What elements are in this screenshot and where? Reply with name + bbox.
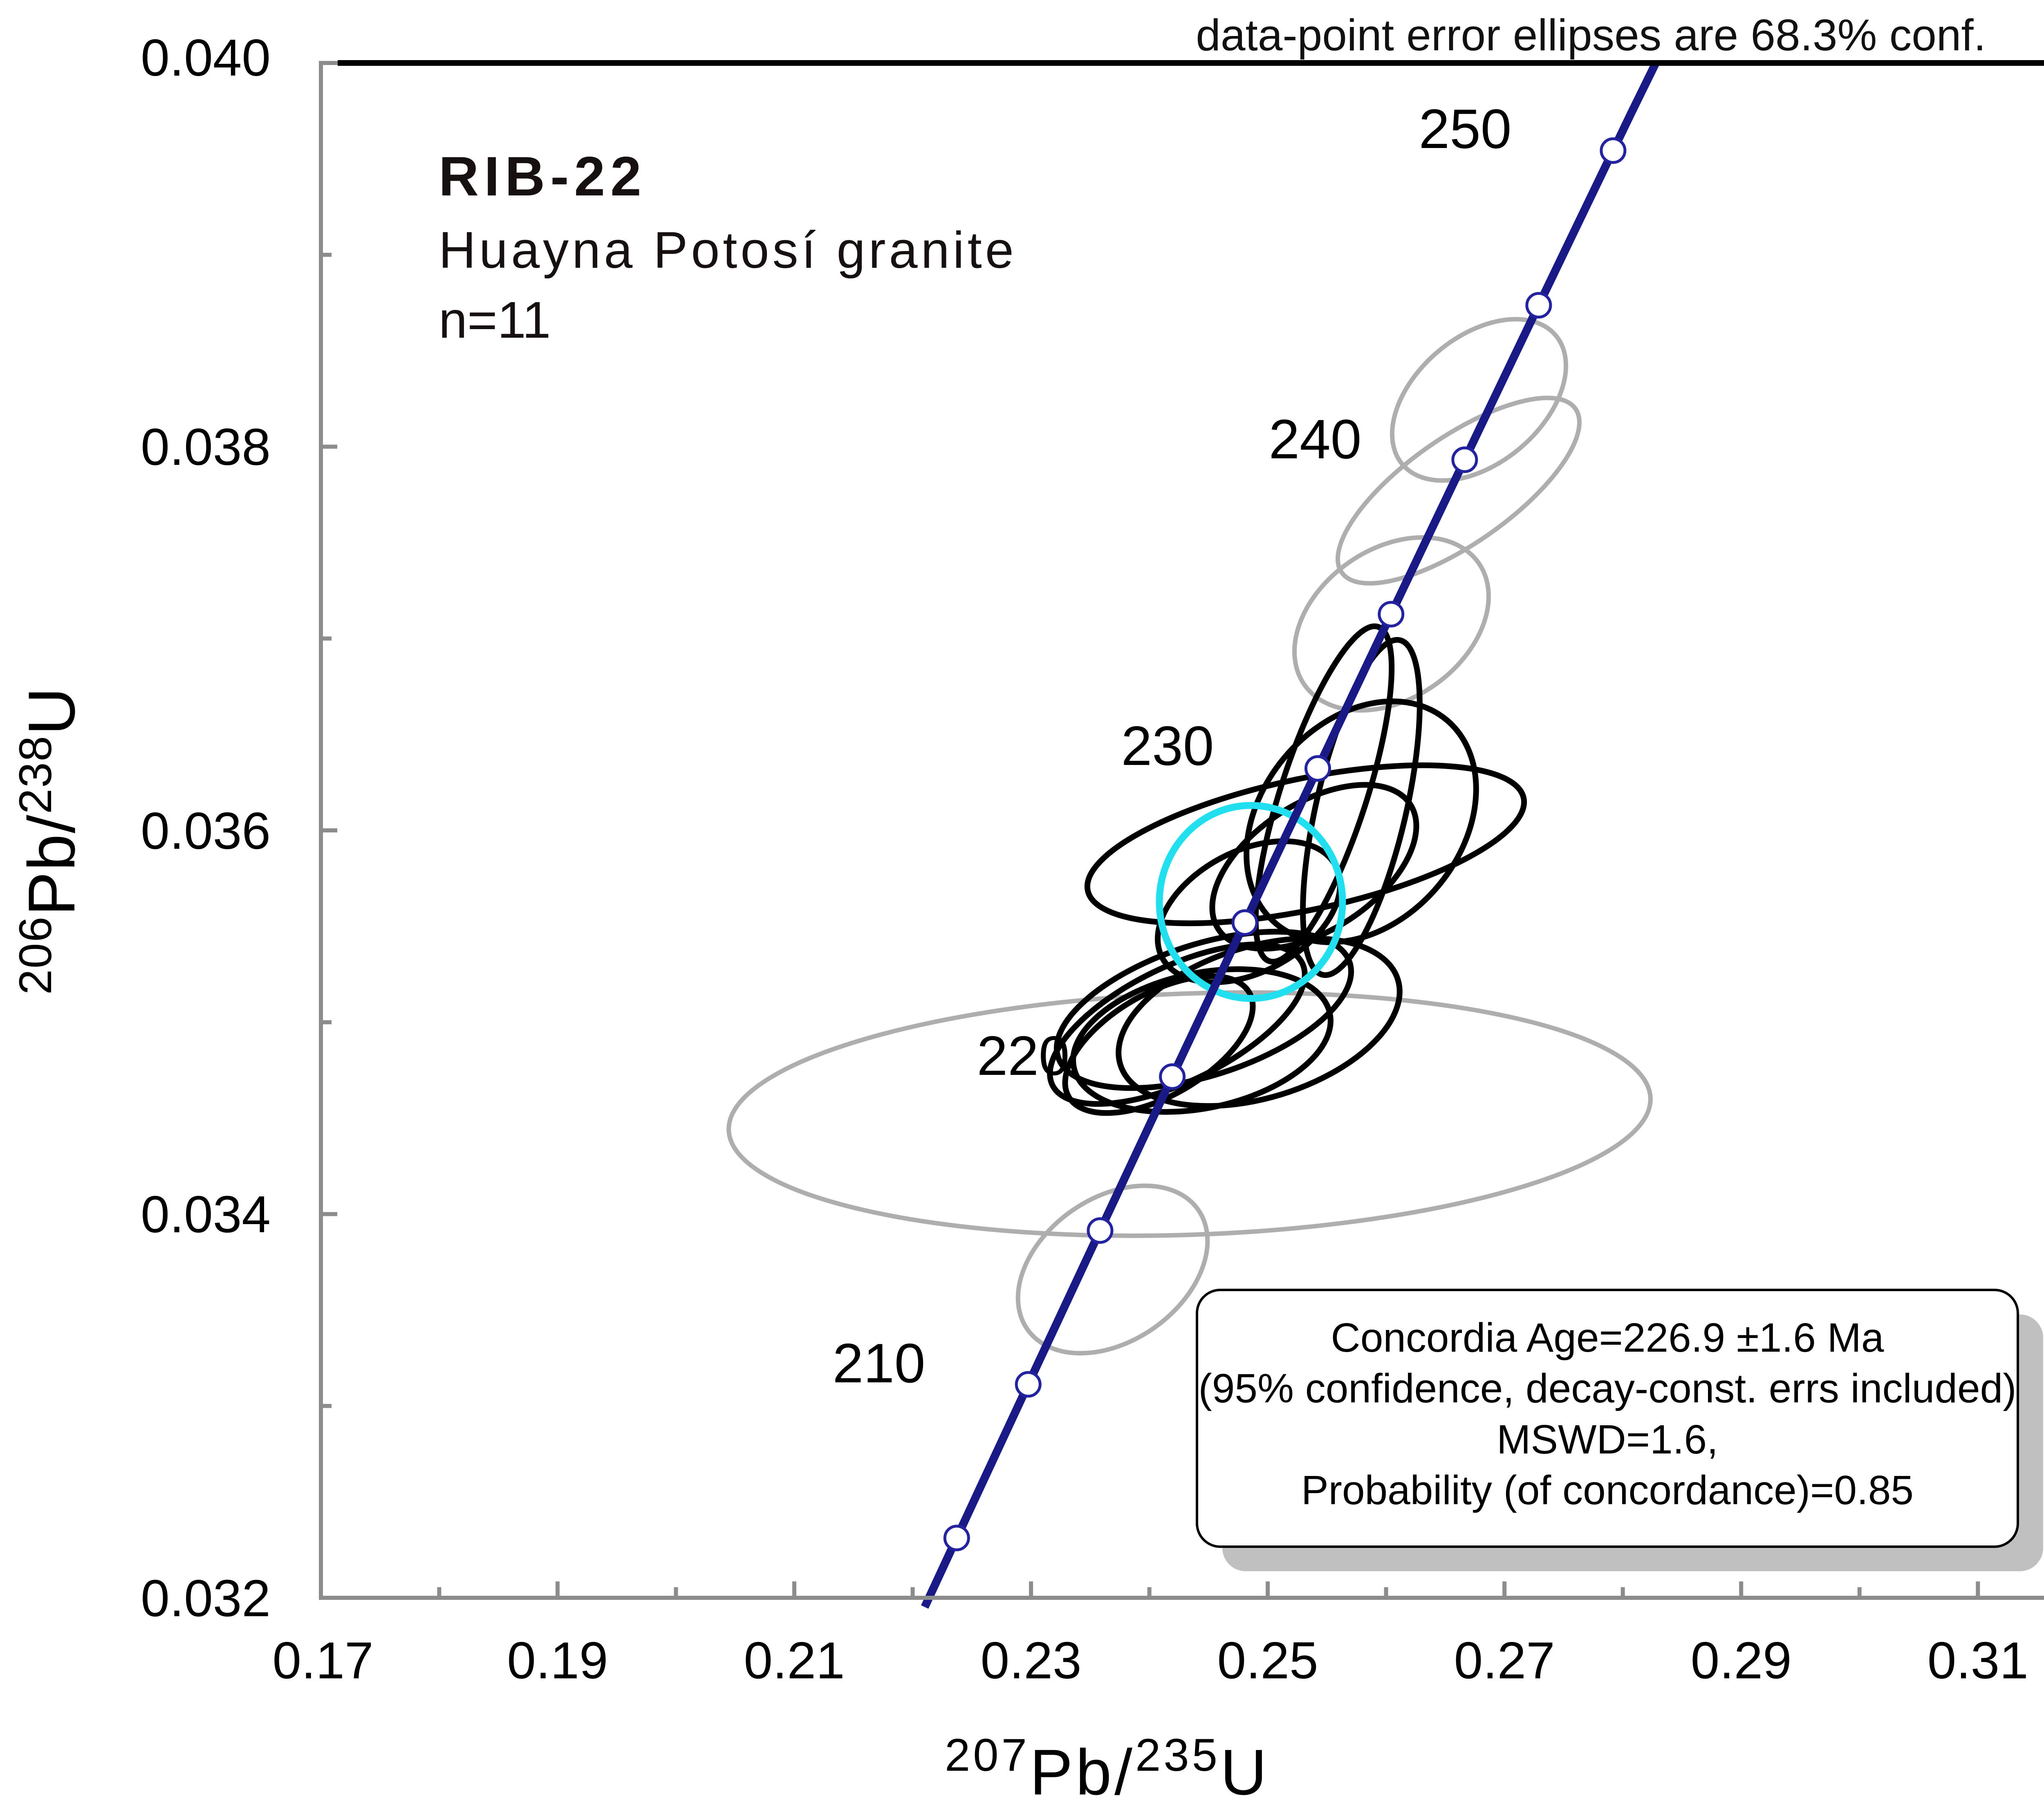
svg-text:240: 240	[1269, 408, 1362, 470]
svg-text:0.040: 0.040	[141, 29, 271, 87]
svg-text:0.038: 0.038	[141, 418, 271, 476]
svg-text:0.27: 0.27	[1454, 1631, 1555, 1689]
svg-text:0.19: 0.19	[507, 1631, 608, 1689]
svg-text:0.17: 0.17	[272, 1631, 373, 1689]
svg-text:0.23: 0.23	[981, 1631, 1082, 1689]
svg-text:230: 230	[1121, 715, 1214, 777]
svg-text:0.25: 0.25	[1217, 1631, 1318, 1689]
svg-text:Concordia Age=226.9 ±1.6 Ma: Concordia Age=226.9 ±1.6 Ma	[1331, 1315, 1884, 1361]
svg-text:Probability (of concordance)=0: Probability (of concordance)=0.85	[1301, 1467, 1914, 1513]
svg-text:data-point error ellipses are: data-point error ellipses are 68.3% conf…	[1196, 10, 1986, 60]
svg-text:0.29: 0.29	[1691, 1631, 1792, 1689]
svg-text:(95% confidence, decay-const.: (95% confidence, decay-const. errs inclu…	[1198, 1366, 2016, 1411]
svg-text:210: 210	[833, 1332, 926, 1394]
svg-text:0.032: 0.032	[141, 1569, 271, 1627]
svg-text:0.31: 0.31	[1927, 1631, 2028, 1689]
svg-text:Huayna Potosí granite: Huayna Potosí granite	[439, 221, 1017, 279]
svg-text:MSWD=1.6,: MSWD=1.6,	[1497, 1417, 1718, 1462]
svg-text:RIB-22: RIB-22	[439, 145, 647, 207]
svg-text:n=11: n=11	[439, 291, 551, 349]
svg-text:220: 220	[977, 1025, 1070, 1087]
svg-text:0.21: 0.21	[744, 1631, 845, 1689]
svg-text:250: 250	[1419, 98, 1512, 160]
svg-text:207Pb/235U: 207Pb/235U	[945, 1729, 1270, 1801]
svg-text:0.036: 0.036	[141, 802, 271, 860]
svg-text:206Pb/238U: 206Pb/238U	[10, 686, 89, 995]
svg-text:0.034: 0.034	[141, 1185, 271, 1243]
